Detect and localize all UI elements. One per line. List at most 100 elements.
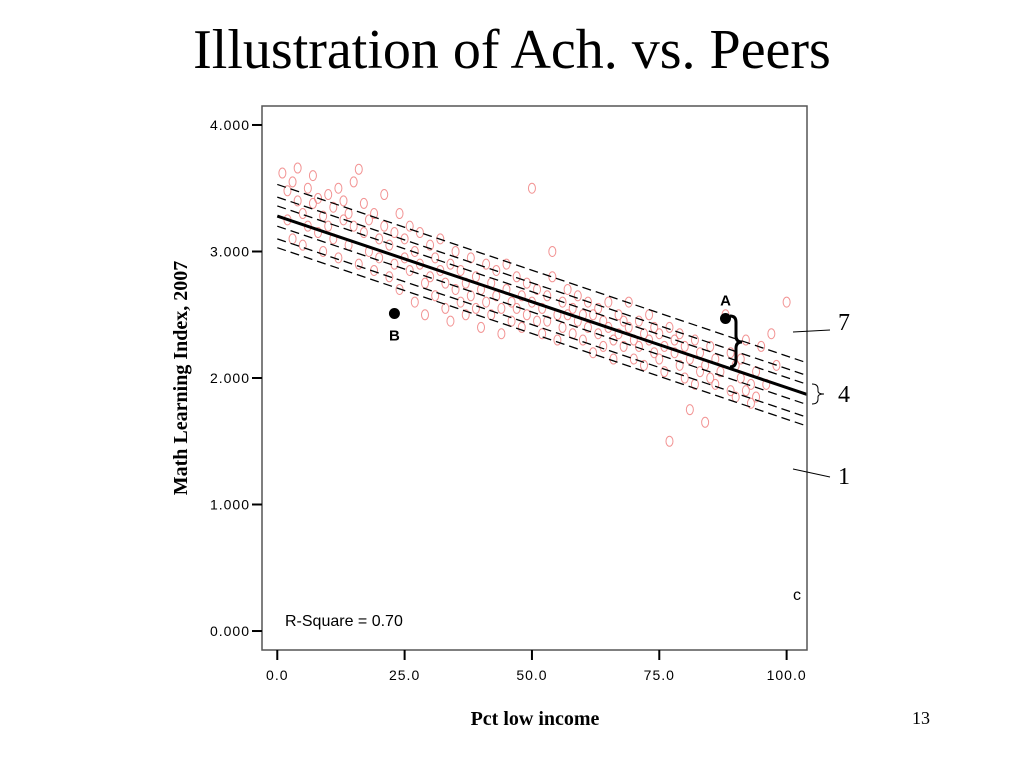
band-line: [277, 196, 808, 377]
callout-4-brace: [811, 383, 825, 405]
regression-lines: [276, 183, 808, 427]
scatter-point: [380, 220, 389, 232]
y-tick-label: 1.000: [210, 497, 250, 513]
scatter-point: [609, 353, 618, 365]
point-a: [720, 313, 732, 325]
scatter-point: [446, 315, 455, 327]
scatter-point: [665, 435, 674, 447]
scatter-point: [451, 283, 460, 295]
scatter-point: [461, 309, 470, 321]
scatter-point: [288, 176, 297, 188]
scatter-point: [558, 321, 567, 333]
scatter-point: [370, 208, 379, 220]
highlighted-points: AB: [388, 293, 732, 344]
scatter-point: [558, 296, 567, 308]
x-tick-label: 25.0: [389, 667, 420, 683]
scatter-point: [364, 214, 373, 226]
scatter-point: [533, 315, 542, 327]
scatter-point: [354, 258, 363, 270]
scatter-point: [645, 309, 654, 321]
scatter-point: [349, 220, 358, 232]
scatter-point: [339, 214, 348, 226]
scatter-point: [543, 315, 552, 327]
x-tick-label: 100.0: [767, 667, 807, 683]
scatter-point: [477, 321, 486, 333]
scatter-point: [497, 302, 506, 314]
scatter-point: [324, 220, 333, 232]
scatter-point: [441, 277, 450, 289]
scatter-point: [405, 264, 414, 276]
point-a-label: A: [720, 293, 731, 310]
scatter-point: [375, 252, 384, 264]
scatter-point: [741, 334, 750, 346]
scatter-point: [334, 182, 343, 194]
scatter-point: [517, 321, 526, 333]
scatter-point: [405, 220, 414, 232]
scatter-point: [675, 359, 684, 371]
scatter-point: [482, 296, 491, 308]
scatter-point: [283, 185, 292, 197]
scatter-point: [619, 315, 628, 327]
fit-line: [276, 214, 808, 396]
scatter-point: [385, 239, 394, 251]
scatter-point: [746, 397, 755, 409]
scatter-point: [507, 296, 516, 308]
scatter-point: [711, 378, 720, 390]
scatter-point: [619, 340, 628, 352]
scatter-point: [492, 264, 501, 276]
scatter-point: [548, 271, 557, 283]
scatter-point: [502, 258, 511, 270]
scatter-point: [293, 195, 302, 207]
slide-number: 13: [912, 708, 930, 728]
stray-glyph: c: [793, 587, 801, 604]
callout-7-leader: [792, 329, 831, 333]
scatter-point: [359, 197, 368, 209]
scatter-point: [329, 201, 338, 213]
scatter-point: [624, 321, 633, 333]
scatter-point: [385, 271, 394, 283]
scatter-point: [604, 296, 613, 308]
scatter-point: [349, 176, 358, 188]
x-axis-title: Pct low income: [471, 708, 600, 730]
scatter-point: [395, 208, 404, 220]
scatter-point: [512, 271, 521, 283]
scatter-point: [538, 302, 547, 314]
scatter-point: [583, 321, 592, 333]
scatter-point: [655, 353, 664, 365]
scatter-point: [553, 334, 562, 346]
band-line: [277, 247, 808, 427]
scatter-point: [288, 233, 297, 245]
y-tick-label: 0.000: [210, 623, 250, 639]
r-square-annotation: R-Square = 0.70: [285, 613, 403, 630]
scatter-point: [706, 372, 715, 384]
scatter-point: [420, 309, 429, 321]
callout-4-label: 4: [838, 382, 850, 408]
callout-7-label: 7: [838, 310, 850, 336]
scatter-point: [344, 208, 353, 220]
scatter-point: [634, 340, 643, 352]
scatter-point: [680, 372, 689, 384]
scatter-point: [471, 302, 480, 314]
scatter-point: [390, 227, 399, 239]
scatter-point: [431, 252, 440, 264]
scatter-point: [563, 283, 572, 295]
band-line: [277, 205, 808, 385]
scatter-point: [497, 328, 506, 340]
scatter-point: [354, 163, 363, 175]
scatter-point: [522, 309, 531, 321]
scatter-point: [650, 347, 659, 359]
scatter-point: [741, 385, 750, 397]
slide-title: Illustration of Ach. vs. Peers: [193, 19, 831, 81]
scatter-point: [482, 258, 491, 270]
scatter-point: [538, 328, 547, 340]
scatter-point: [426, 239, 435, 251]
scatter-point: [512, 302, 521, 314]
scatter-point: [359, 227, 368, 239]
scatter-point: [339, 195, 348, 207]
band-callouts: 7 4 1: [792, 310, 850, 490]
scatter-point: [436, 233, 445, 245]
y-tick-label: 4.000: [210, 117, 250, 133]
band-line: [277, 225, 808, 406]
scatter-point: [629, 353, 638, 365]
scatter-point: [583, 296, 592, 308]
